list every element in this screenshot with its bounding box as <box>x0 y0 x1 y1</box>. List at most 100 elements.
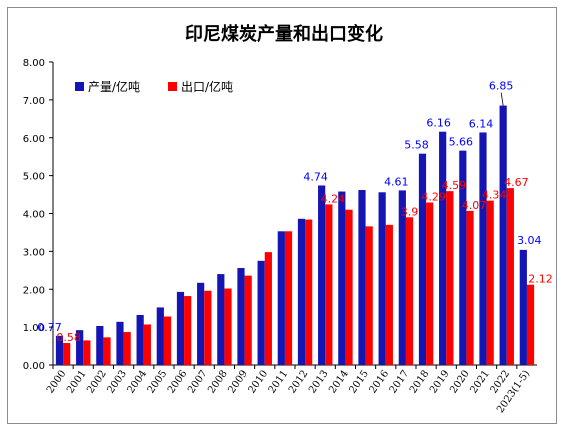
y-tick-label: 0.00 <box>23 361 45 372</box>
legend: 产量/亿吨 出口/亿吨 <box>75 79 233 94</box>
data-label-production: 4.74 <box>303 170 328 183</box>
bar-production <box>237 268 245 365</box>
x-axis-ticks: 2000200120022003200420052006200720082009… <box>45 365 532 415</box>
bar-production <box>217 274 225 365</box>
bar-export <box>305 219 313 365</box>
bar-production <box>358 190 366 365</box>
data-label-export: 0.58 <box>56 331 81 344</box>
x-tick-label: 2021 <box>468 368 492 395</box>
chart-frame: 印尼煤炭产量和出口变化 0.00 1.00 2.00 3.00 4.00 5.00 6.00… <box>7 7 557 424</box>
bar-export <box>365 226 373 365</box>
bar-production <box>297 218 306 365</box>
x-tick-label: 2006 <box>166 368 190 395</box>
data-label-export: 4.59 <box>442 179 467 192</box>
x-tick-label: 2014 <box>327 368 351 395</box>
y-tick-label: 7.00 <box>23 96 45 107</box>
bar-production <box>197 282 205 365</box>
data-label-production: 6.85 <box>489 80 514 93</box>
x-tick-label: 2002 <box>85 368 109 395</box>
bar-production <box>378 192 386 365</box>
bar-export <box>426 202 434 365</box>
x-tick-label: 2005 <box>146 368 170 395</box>
bar-export <box>184 296 192 365</box>
x-tick-label: 2000 <box>45 368 69 395</box>
bar-export <box>163 316 172 365</box>
bar-production <box>176 291 185 365</box>
x-tick-label: 2010 <box>247 368 271 395</box>
leader-line <box>500 92 504 106</box>
bar-production <box>439 131 447 365</box>
bar-production <box>479 132 487 365</box>
x-tick-label: 2008 <box>206 368 230 395</box>
bar-export <box>446 191 454 365</box>
x-tick-label: 2019 <box>428 368 452 395</box>
bar-production <box>459 150 467 365</box>
bar-production <box>277 231 285 365</box>
x-tick-label: 2001 <box>65 368 89 395</box>
bar-production <box>156 307 164 365</box>
bar-export <box>143 324 151 365</box>
data-label-export: 4.07 <box>462 199 487 212</box>
bar-export <box>526 284 535 365</box>
bar-export <box>405 217 414 365</box>
data-label-production: 5.66 <box>449 136 474 149</box>
bar-production <box>136 315 144 365</box>
bar-export <box>103 337 111 365</box>
data-label-production: 3.04 <box>517 234 542 247</box>
bar-production <box>519 249 527 365</box>
x-tick-label: 2015 <box>347 368 371 395</box>
bar-export <box>385 224 393 365</box>
bar-export <box>123 332 131 365</box>
x-tick-label: 2017 <box>388 368 412 395</box>
x-tick-label: 2011 <box>267 368 291 395</box>
bar-export <box>244 275 252 365</box>
x-tick-label: 2007 <box>186 368 210 395</box>
x-tick-label: 2013 <box>307 368 331 395</box>
bar-export <box>284 231 293 365</box>
bar-series <box>55 105 535 365</box>
x-tick-label: 2020 <box>448 368 472 395</box>
bar-production <box>398 190 406 365</box>
bar-export <box>204 290 212 365</box>
legend-swatch-production <box>75 82 84 91</box>
data-label-export: 4.34 <box>482 189 507 202</box>
y-tick-label: 8.00 <box>23 58 45 69</box>
data-labels: 0.77 4.74 4.61 5.58 6.16 5.66 6.14 6.85 3.04 0.58… <box>37 80 553 344</box>
legend-swatch-export <box>168 82 177 91</box>
y-tick-label: 1.00 <box>23 323 45 334</box>
bar-production <box>116 321 124 365</box>
data-label-export: 4.67 <box>504 176 529 189</box>
x-tick-label: 2003 <box>105 368 129 395</box>
data-label-production: 0.77 <box>37 321 62 334</box>
y-axis-ticks: 0.00 1.00 2.00 3.00 4.00 5.00 6.00 7.00 8.00 <box>23 58 53 372</box>
data-label-production: 6.14 <box>469 117 494 130</box>
x-tick-label: 2009 <box>226 368 250 395</box>
data-label-export: 4.29 <box>421 191 446 204</box>
y-tick-label: 3.00 <box>23 247 45 258</box>
bar-chart: 印尼煤炭产量和出口变化 0.00 1.00 2.00 3.00 4.00 5.00 6.00… <box>23 23 553 415</box>
bar-production <box>257 260 265 365</box>
y-tick-label: 5.00 <box>23 172 45 183</box>
bar-production <box>96 325 104 365</box>
x-tick-label: 2016 <box>368 368 392 395</box>
legend-label-production: 产量/亿吨 <box>88 79 140 94</box>
x-tick-label: 2004 <box>126 368 150 395</box>
bar-export <box>224 288 232 365</box>
bar-production <box>499 105 507 365</box>
y-tick-label: 4.00 <box>23 210 45 221</box>
bar-export <box>63 343 71 365</box>
data-label-export: 2.12 <box>528 273 553 286</box>
data-label-production: 4.61 <box>384 175 409 188</box>
x-tick-label: 2012 <box>287 368 311 395</box>
bar-export <box>83 340 91 365</box>
data-label-export: 3.9 <box>401 205 419 218</box>
data-label-production: 6.16 <box>426 117 451 130</box>
bar-export <box>466 210 474 365</box>
bar-export <box>264 252 272 365</box>
x-tick-label: 2018 <box>408 368 432 395</box>
bar-production <box>55 335 64 365</box>
y-tick-label: 6.00 <box>23 134 45 145</box>
bar-production <box>76 330 84 365</box>
data-label-export: 4.24 <box>321 192 346 205</box>
bar-production <box>338 191 346 365</box>
